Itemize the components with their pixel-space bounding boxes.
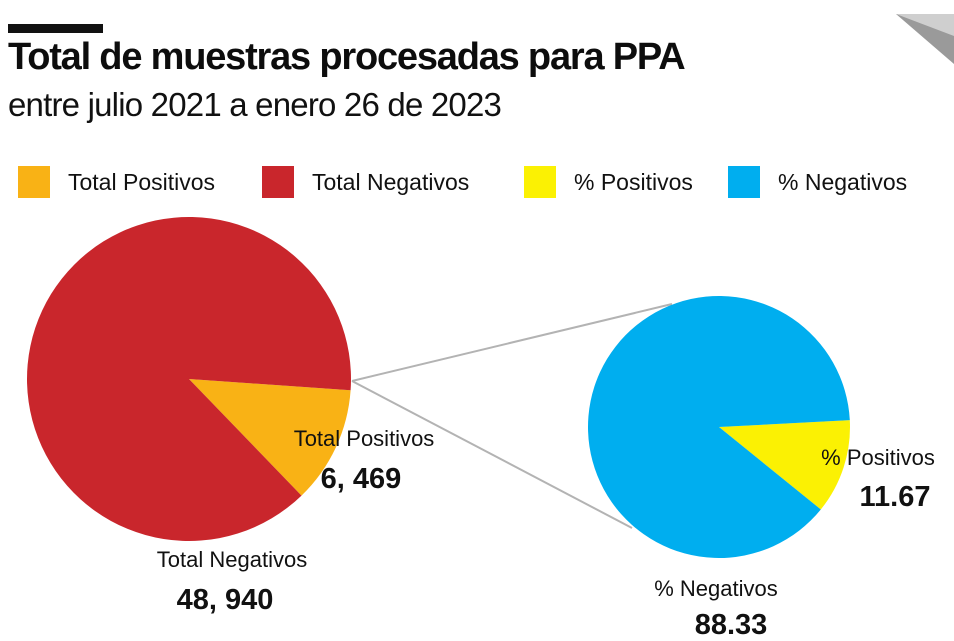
main-pie <box>27 217 352 542</box>
detail-pie <box>588 296 850 559</box>
chart-subtitle: entre julio 2021 a enero 26 de 2023 <box>8 86 502 123</box>
value-total-negativos: 48, 940 <box>177 584 274 616</box>
chart-legend: Total Positivos Total Negativos % Positi… <box>0 162 954 202</box>
value-total-positivos: 6, 469 <box>321 463 402 495</box>
legend-swatch <box>728 166 760 198</box>
legend-swatch <box>524 166 556 198</box>
pie-slice-total-negativos <box>27 217 352 542</box>
legend-item-pct-positivos: % Positivos <box>524 162 693 202</box>
value-pct-positivos: 11.67 <box>860 481 931 513</box>
label-total-positivos: Total Positivos <box>294 426 435 451</box>
label-pct-positivos: % Positivos <box>821 445 935 470</box>
label-total-negativos: Total Negativos <box>157 547 307 572</box>
legend-label: % Positivos <box>574 168 693 195</box>
connector-lines <box>351 303 673 529</box>
legend-item-pct-negativos: % Negativos <box>728 162 907 202</box>
pie-slice-negativos <box>588 296 850 559</box>
legend-swatch <box>18 166 50 198</box>
value-pct-negativos: 88.33 <box>695 609 768 641</box>
legend-item-total-negativos: Total Negativos <box>262 162 469 202</box>
legend-swatch <box>262 166 294 198</box>
legend-label: Total Negativos <box>312 168 470 195</box>
legend-label: Total Positivos <box>68 168 216 195</box>
chart-title: Total de muestras procesadas para PPA <box>8 36 686 78</box>
pie-slice-total-positivos <box>189 379 351 496</box>
connector-line-top <box>351 303 673 382</box>
legend-label: % Negativos <box>778 168 908 195</box>
header-accent-bar <box>8 24 103 33</box>
legend-item-total-positivos: Total Positivos <box>18 162 215 202</box>
label-pct-negativos: % Negativos <box>654 576 778 601</box>
connector-line-bottom <box>351 380 633 529</box>
pie-slice-positivos <box>719 420 850 510</box>
page-corner-shadow <box>896 14 954 64</box>
